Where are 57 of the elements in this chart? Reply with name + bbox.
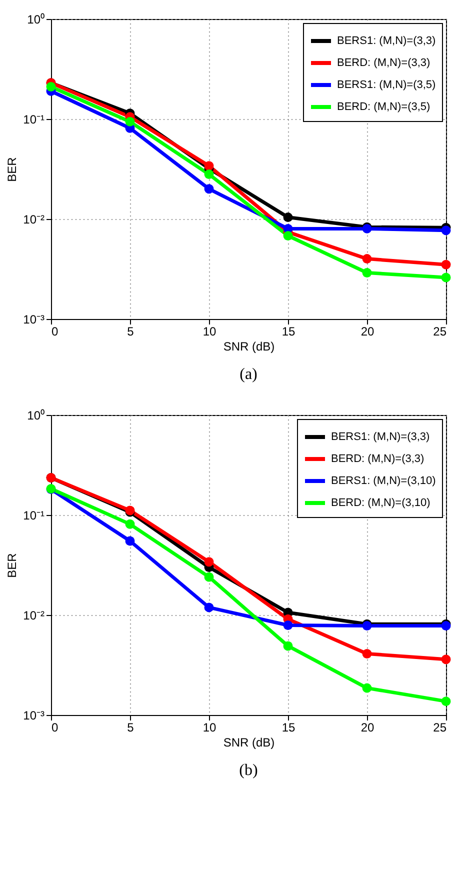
point xyxy=(204,572,214,582)
y-tick-label: 10⁻¹ xyxy=(23,112,45,126)
point xyxy=(204,557,214,567)
x-axis-title: SNR (dB) xyxy=(223,340,275,354)
x-tick-label: 15 xyxy=(282,324,296,338)
point xyxy=(441,260,451,270)
y-axis-title: BER xyxy=(5,156,20,182)
x-tick-label: 20 xyxy=(360,324,374,338)
point xyxy=(441,654,451,664)
point xyxy=(204,184,214,194)
legend-label: BERD: (M,N)=(3,5) xyxy=(337,101,430,113)
legend-label: BERD: (M,N)=(3,3) xyxy=(337,57,430,69)
y-tick-label: 10⁻³ xyxy=(23,708,45,722)
y-tick-label: 10⁰ xyxy=(27,408,44,422)
x-tick-label: 10 xyxy=(202,720,216,734)
y-tick-label: 10⁻¹ xyxy=(23,508,45,522)
y-tick-label: 10⁰ xyxy=(27,12,44,26)
point xyxy=(283,212,293,222)
legend-label: BERS1: (M,N)=(3,3) xyxy=(331,431,430,443)
point xyxy=(362,683,372,693)
legend-label: BERS1: (M,N)=(3,3) xyxy=(337,35,436,47)
point xyxy=(362,648,372,658)
text: (b) xyxy=(239,762,258,779)
point xyxy=(125,519,135,529)
point xyxy=(204,170,214,180)
point xyxy=(125,536,135,546)
legend-label: BERS1: (M,N)=(3,5) xyxy=(337,79,436,91)
point xyxy=(362,254,372,264)
point xyxy=(46,82,56,92)
x-tick-label: 10 xyxy=(202,324,216,338)
point xyxy=(204,161,214,171)
point xyxy=(283,231,293,240)
x-tick-label: 20 xyxy=(360,720,374,734)
x-tick-label: 5 xyxy=(127,720,134,734)
text: (a) xyxy=(240,366,258,383)
x-tick-label: 0 xyxy=(52,720,58,734)
point xyxy=(362,268,372,278)
x-tick-label: 0 xyxy=(52,324,58,338)
point xyxy=(441,696,451,706)
x-tick-label: 5 xyxy=(127,324,134,338)
point xyxy=(441,226,451,236)
y-tick-label: 10⁻² xyxy=(23,608,45,622)
x-tick-label: 15 xyxy=(282,720,296,734)
y-axis-title: BER xyxy=(5,552,20,578)
x-axis-title: SNR (dB) xyxy=(223,736,275,750)
x-tick-label: 25 xyxy=(433,324,447,338)
point xyxy=(204,602,214,612)
legend-label: BERS1: (M,N)=(3,10) xyxy=(331,475,436,487)
point xyxy=(441,272,451,282)
x-tick-label: 25 xyxy=(433,720,447,734)
point xyxy=(283,620,293,630)
legend-label: BERD: (M,N)=(3,10) xyxy=(331,497,430,509)
point xyxy=(125,116,135,126)
y-tick-label: 10⁻² xyxy=(23,212,45,226)
point xyxy=(283,641,293,651)
legend-label: BERD: (M,N)=(3,3) xyxy=(331,453,424,465)
y-tick-label: 10⁻³ xyxy=(23,312,45,326)
